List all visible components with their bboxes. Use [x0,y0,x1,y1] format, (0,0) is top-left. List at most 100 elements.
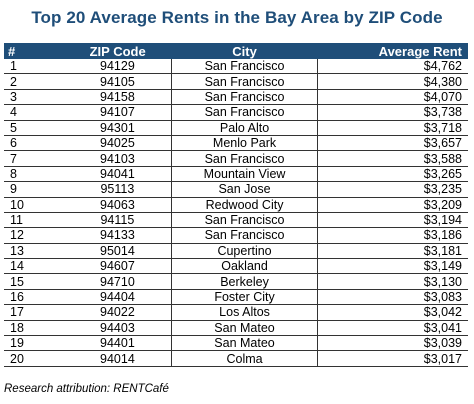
table-row: 13 95014 Cupertino $3,181 [4,243,468,260]
table-row: 16 94404 Foster City $3,083 [4,289,468,306]
cell-rank: 7 [4,150,65,167]
cell-city: Menlo Park [170,135,319,152]
cell-zip-code: 94041 [64,166,172,183]
cell-rank: 2 [4,73,65,90]
cell-rank: 11 [4,212,65,229]
cell-rank: 6 [4,135,65,152]
cell-zip-code: 94115 [64,212,172,229]
cell-city: San Francisco [170,89,319,106]
cell-zip-code: 94025 [64,135,172,152]
header-average-rent: Average Rent [317,43,468,59]
cell-zip-code: 94063 [64,197,172,213]
cell-city: Foster City [170,289,319,306]
cell-zip-code: 94607 [64,258,172,275]
cell-average-rent: $3,181 [317,243,468,260]
cell-rank: 13 [4,243,65,260]
table-row: 11 94115 San Francisco $3,194 [4,212,468,229]
cell-zip-code: 94103 [64,150,172,167]
table-row: 14 94607 Oakland $3,149 [4,258,468,275]
cell-zip-code: 95014 [64,243,172,260]
cell-city: Los Altos [170,304,319,321]
cell-rank: 5 [4,120,65,136]
cell-rank: 8 [4,166,65,183]
cell-zip-code: 94710 [64,273,172,290]
table-row: 1 94129 San Francisco $4,762 [4,59,468,75]
cell-city: San Mateo [170,335,319,352]
cell-average-rent: $3,738 [317,104,468,121]
cell-average-rent: $3,588 [317,150,468,167]
cell-city: Cupertino [170,243,319,260]
cell-average-rent: $3,149 [317,258,468,275]
cell-zip-code: 94301 [64,120,172,136]
cell-city: San Francisco [170,150,319,167]
cell-city: Redwood City [170,197,319,213]
page-title: Top 20 Average Rents in the Bay Area by … [31,8,443,27]
table-row: 4 94107 San Francisco $3,738 [4,104,468,121]
cell-average-rent: $3,017 [317,350,468,367]
cell-city: San Jose [170,181,319,198]
cell-average-rent: $3,039 [317,335,468,352]
cell-rank: 3 [4,89,65,106]
cell-average-rent: $3,186 [317,227,468,244]
cell-city: Mountain View [170,166,319,183]
table-row: 18 94403 San Mateo $3,041 [4,320,468,337]
cell-city: Oakland [170,258,319,275]
table-row: 7 94103 San Francisco $3,588 [4,150,468,167]
cell-city: Colma [170,350,319,367]
cell-average-rent: $4,762 [317,59,468,75]
cell-rank: 10 [4,197,65,213]
cell-average-rent: $3,042 [317,304,468,321]
table-row: 9 95113 San Jose $3,235 [4,181,468,198]
cell-zip-code: 94404 [64,289,172,306]
cell-average-rent: $3,265 [317,166,468,183]
cell-zip-code: 94107 [64,104,172,121]
cell-average-rent: $3,041 [317,320,468,337]
cell-rank: 18 [4,320,65,337]
cell-average-rent: $4,380 [317,73,468,90]
cell-zip-code: 94133 [64,227,172,244]
cell-zip-code: 94129 [64,59,172,75]
cell-city: San Mateo [170,320,319,337]
cell-city: Berkeley [170,273,319,290]
cell-city: San Francisco [170,73,319,90]
table-row: 12 94133 San Francisco $3,186 [4,227,468,244]
cell-average-rent: $3,235 [317,181,468,198]
header-zip-code: ZIP Code [64,43,172,59]
header-city: City [171,43,318,59]
cell-rank: 17 [4,304,65,321]
cell-zip-code: 94401 [64,335,172,352]
research-attribution: Research attribution: RENTCafé [4,383,169,395]
rents-table: # ZIP Code City Average Rent 1 94129 San F… [4,43,468,367]
cell-zip-code: 94403 [64,320,172,337]
table-row: 20 94014 Colma $3,017 [4,350,468,367]
cell-rank: 19 [4,335,65,352]
table-row: 2 94105 San Francisco $4,380 [4,73,468,90]
cell-average-rent: $3,130 [317,273,468,290]
table-header-row: # ZIP Code City Average Rent [4,43,468,59]
cell-average-rent: $3,083 [317,289,468,306]
header-rank: # [4,43,65,59]
cell-zip-code: 94014 [64,350,172,367]
cell-zip-code: 94022 [64,304,172,321]
cell-rank: 14 [4,258,65,275]
cell-city: San Francisco [170,227,319,244]
cell-rank: 15 [4,273,65,290]
cell-average-rent: $3,194 [317,212,468,229]
table-row: 19 94401 San Mateo $3,039 [4,335,468,352]
cell-average-rent: $3,718 [317,120,468,136]
table-row: 10 94063 Redwood City $3,209 [4,197,468,213]
table-row: 8 94041 Mountain View $3,265 [4,166,468,183]
cell-average-rent: $4,070 [317,89,468,106]
cell-city: San Francisco [170,212,319,229]
cell-average-rent: $3,657 [317,135,468,152]
cell-zip-code: 95113 [64,181,172,198]
cell-city: Palo Alto [170,120,319,136]
cell-rank: 1 [4,59,65,75]
table-row: 15 94710 Berkeley $3,130 [4,273,468,290]
cell-rank: 9 [4,181,65,198]
cell-city: San Francisco [170,59,319,75]
cell-zip-code: 94158 [64,89,172,106]
table-row: 5 94301 Palo Alto $3,718 [4,120,468,136]
table-row: 3 94158 San Francisco $4,070 [4,89,468,106]
